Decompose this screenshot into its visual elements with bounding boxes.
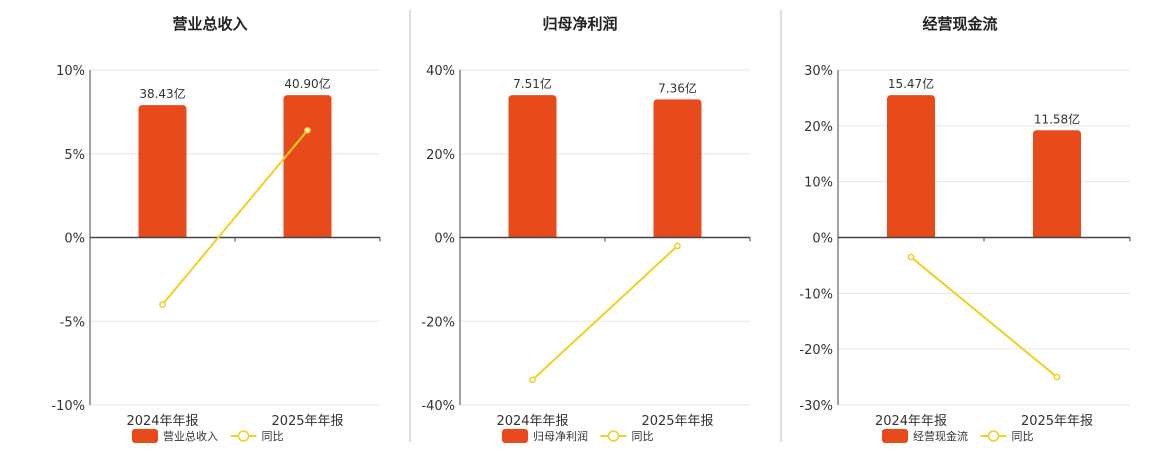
panel-1-yoy-point <box>304 126 311 134</box>
panel-2-x-tick-label: 2024年年报 <box>496 414 568 429</box>
panel-2-yoy-point <box>674 242 681 250</box>
panel-1-x-tick-label: 2025年年报 <box>271 414 343 429</box>
panel-3-yoy-line <box>910 256 1058 378</box>
panel-2-y-tick-label: 0% <box>434 232 455 247</box>
panel-2-y-tick-label: 40% <box>426 64 455 79</box>
panel-3-legend-bar-swatch <box>882 429 908 443</box>
panel-3-y-tick-label: 30% <box>804 64 833 79</box>
panel-1-y-tick-label: 0% <box>64 232 85 247</box>
panel-1-yoy-point <box>159 301 166 308</box>
panel-1-x-tick-label: 2024年年报 <box>126 414 198 429</box>
panel-2-y-tick-label: 20% <box>426 148 455 163</box>
panel-2-yoy-line <box>531 245 679 381</box>
panel-1-bar <box>138 105 187 238</box>
panel-1-y-tick-label: -10% <box>51 399 85 414</box>
panel-1-legend-line-label: 同比 <box>262 430 284 443</box>
panel-1-bar <box>283 95 332 238</box>
panel-3-yoy-point <box>907 253 915 261</box>
panel-1-bar-data-label: 40.90亿 <box>284 76 330 91</box>
panel-3-chart-title: 经营现金流 <box>922 15 997 33</box>
panel-3-bar-data-label: 15.47亿 <box>888 76 934 91</box>
panel-2-legend-line-label: 同比 <box>632 430 654 443</box>
panel-3-y-tick-label: 0% <box>812 232 833 247</box>
panel-1-legend-line-marker <box>237 430 250 442</box>
panel-3-bar <box>1033 130 1081 238</box>
panel-3-x-tick-label: 2025年年报 <box>1021 414 1093 429</box>
panel-2-chart-title: 归母净利润 <box>542 15 617 33</box>
panel-2-y-tick-label: -20% <box>421 315 455 330</box>
panel-1-yoy-line <box>161 129 309 306</box>
panel-2-legend-bar-label: 归母净利润 <box>533 429 588 443</box>
panel-3-legend-line-marker <box>987 430 1000 442</box>
panel-1-chart-title: 营业总收入 <box>172 15 247 33</box>
panel-2-bar-data-label: 7.51亿 <box>513 76 552 91</box>
panel-3-bar-data-label: 11.58亿 <box>1034 111 1080 126</box>
panel-2-x-tick-label: 2025年年报 <box>641 414 713 429</box>
panel-3-legend-bar-label: 经营现金流 <box>913 429 968 443</box>
panel-1-y-tick-label: 10% <box>56 64 85 79</box>
panel-2-bar <box>508 95 557 238</box>
panel-3-x-tick-label: 2024年年报 <box>875 414 947 429</box>
panel-3-bar <box>887 95 935 238</box>
panel-1-bar-data-label: 38.43亿 <box>139 86 185 101</box>
panel-1-legend-bar-label: 营业总收入 <box>163 429 218 443</box>
panel-2-bar <box>653 99 702 238</box>
panel-1-y-tick-label: 5% <box>64 148 85 163</box>
panel-3-yoy-point <box>1053 373 1061 381</box>
panel-3-y-tick-label: -10% <box>799 287 833 302</box>
panel-2-bar-data-label: 7.36亿 <box>658 80 697 95</box>
panel-2-legend-bar-swatch <box>502 429 528 443</box>
panel-1-y-tick-label: -5% <box>60 315 85 330</box>
panel-3-y-tick-label: 20% <box>804 120 833 135</box>
panel-1-legend-bar-swatch <box>132 429 158 443</box>
panel-3-legend-line-label: 同比 <box>1012 430 1034 443</box>
panel-3-y-tick-label: -20% <box>799 343 833 358</box>
panel-2-yoy-point <box>529 376 536 384</box>
panel-3-y-tick-label: 10% <box>804 176 833 191</box>
panel-2-legend-line-marker <box>607 430 620 442</box>
panel-3-y-tick-label: -30% <box>799 399 833 414</box>
panel-2-y-tick-label: -40% <box>421 399 455 414</box>
